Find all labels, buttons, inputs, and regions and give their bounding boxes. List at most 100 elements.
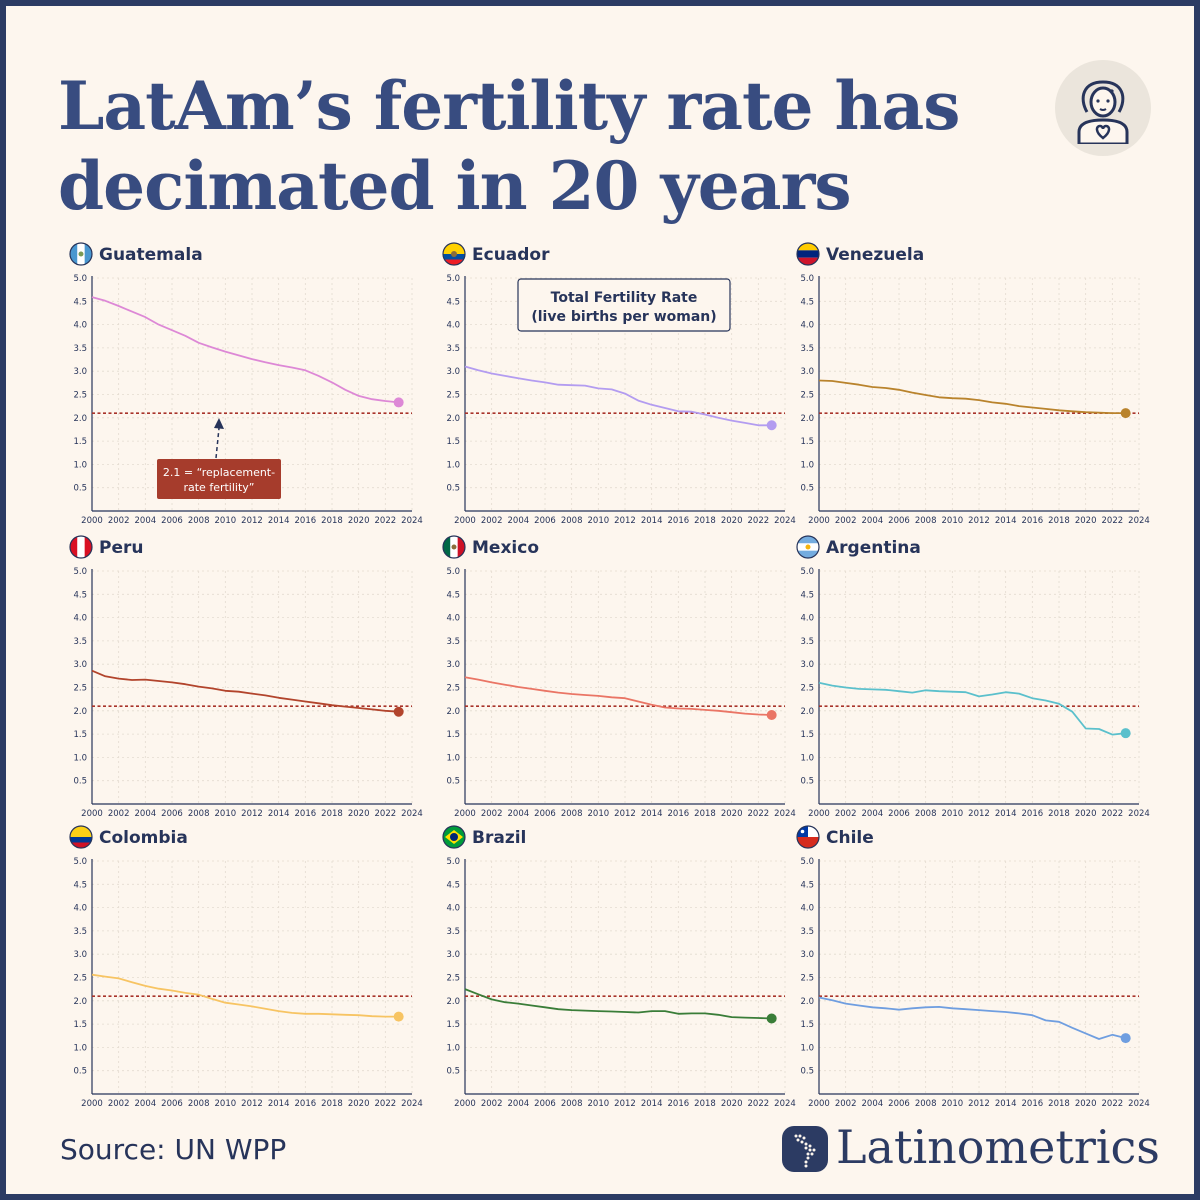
argentina-flag-icon xyxy=(797,536,819,558)
x-tick-label: 2010 xyxy=(588,1099,610,1109)
flag-emblem xyxy=(451,251,457,257)
x-tick-label: 2014 xyxy=(641,516,663,526)
x-tick-label: 2020 xyxy=(721,809,743,819)
x-tick-label: 2008 xyxy=(561,516,583,526)
x-tick-label: 2004 xyxy=(862,809,884,819)
y-tick-label: 2.5 xyxy=(800,684,814,694)
y-tick-label: 1.0 xyxy=(73,1043,87,1053)
series-end-point xyxy=(393,1011,404,1022)
x-tick-label: 2004 xyxy=(508,809,530,819)
flag-band xyxy=(70,536,78,558)
y-tick-label: 5.0 xyxy=(73,857,87,867)
x-tick-label: 2012 xyxy=(241,1099,263,1109)
x-tick-label: 2014 xyxy=(995,1099,1017,1109)
page-title: LatAm’s fertility rate has decimated in … xyxy=(58,67,960,225)
y-tick-label: 2.5 xyxy=(446,974,460,984)
y-tick-label: 5.0 xyxy=(800,857,814,867)
x-tick-label: 2010 xyxy=(588,516,610,526)
x-tick-label: 2002 xyxy=(481,516,503,526)
y-tick-label: 5.0 xyxy=(73,274,87,284)
chart-chile: 0.5 1.0 1.5 2.0 2.5 3.0 3.5 4.0 4.5 5.0 2000 2002 20… xyxy=(796,825,1150,1109)
y-tick-label: 3.5 xyxy=(73,637,87,647)
y-tick-label: 2.0 xyxy=(73,414,87,424)
series-end-point xyxy=(1120,728,1131,739)
y-tick-label: 1.0 xyxy=(800,1043,814,1053)
x-tick-label: 2018 xyxy=(694,1099,716,1109)
x-tick-label: 2008 xyxy=(561,1099,583,1109)
panel-title: Mexico xyxy=(472,538,539,558)
replacement-callout: 2.1 = “replacement-rate fertility” xyxy=(157,418,281,499)
y-tick-label: 1.0 xyxy=(73,460,87,470)
x-tick-label: 2020 xyxy=(721,1099,743,1109)
x-tick-label: 2016 xyxy=(668,516,690,526)
y-tick-label: 0.5 xyxy=(446,777,460,787)
flag-outline xyxy=(796,242,820,266)
legend-subtitle: (live births per woman) xyxy=(531,309,716,325)
y-tick-label: 3.0 xyxy=(446,367,460,377)
x-tick-label: 2022 xyxy=(1102,1099,1124,1109)
y-tick-label: 0.5 xyxy=(73,1067,87,1077)
x-tick-label: 2004 xyxy=(508,1099,530,1109)
x-tick-label: 2006 xyxy=(888,1099,910,1109)
flag-band xyxy=(70,243,78,265)
x-tick-label: 2000 xyxy=(81,516,103,526)
y-tick-label: 1.5 xyxy=(800,1020,814,1030)
y-tick-label: 5.0 xyxy=(446,857,460,867)
x-tick-label: 2000 xyxy=(81,1099,103,1109)
y-tick-label: 1.0 xyxy=(446,460,460,470)
panel-title: Chile xyxy=(826,828,874,848)
x-tick-label: 2016 xyxy=(668,809,690,819)
chart-venezuela: 0.5 1.0 1.5 2.0 2.5 3.0 3.5 4.0 4.5 5.0 2000 2002 20… xyxy=(796,242,1150,526)
flag-star xyxy=(800,829,805,834)
x-tick-label: 2012 xyxy=(241,809,263,819)
x-tick-label: 2022 xyxy=(375,516,397,526)
x-tick-label: 2006 xyxy=(161,1099,183,1109)
x-tick-label: 2010 xyxy=(942,809,964,819)
x-tick-label: 2024 xyxy=(401,516,423,526)
y-tick-label: 4.0 xyxy=(800,614,814,624)
y-tick-label: 0.5 xyxy=(446,484,460,494)
flag-band xyxy=(797,550,819,558)
y-tick-label: 2.0 xyxy=(73,997,87,1007)
y-tick-label: 2.5 xyxy=(73,684,87,694)
callout-arrow-shaft xyxy=(215,427,220,459)
flag-emblem xyxy=(78,251,84,257)
panel-title: Guatemala xyxy=(99,245,203,265)
x-tick-label: 2010 xyxy=(215,809,237,819)
x-tick-label: 2014 xyxy=(268,1099,290,1109)
x-tick-label: 2024 xyxy=(774,809,796,819)
x-tick-label: 2000 xyxy=(454,1099,476,1109)
x-tick-label: 2024 xyxy=(401,1099,423,1109)
y-tick-label: 3.5 xyxy=(800,637,814,647)
y-tick-label: 4.5 xyxy=(446,880,460,890)
series-line xyxy=(464,676,772,716)
y-tick-label: 5.0 xyxy=(800,567,814,577)
x-tick-label: 2012 xyxy=(968,516,990,526)
source-note: Source: UN WPP xyxy=(60,1133,287,1166)
flag-band xyxy=(797,243,819,251)
y-tick-label: 1.5 xyxy=(73,730,87,740)
series-end-point xyxy=(393,706,404,717)
flag-band xyxy=(443,536,451,558)
series-line xyxy=(91,669,399,713)
y-tick-label: 3.5 xyxy=(800,927,814,937)
panel-title: Brazil xyxy=(472,828,526,848)
x-tick-label: 2002 xyxy=(835,809,857,819)
x-tick-label: 2004 xyxy=(135,516,157,526)
series-line xyxy=(818,681,1126,736)
y-tick-label: 2.0 xyxy=(73,707,87,717)
y-tick-label: 3.0 xyxy=(800,950,814,960)
flag-band xyxy=(797,837,819,848)
x-tick-label: 2022 xyxy=(375,809,397,819)
x-tick-label: 2014 xyxy=(641,1099,663,1109)
chart-argentina: 0.5 1.0 1.5 2.0 2.5 3.0 3.5 4.0 4.5 5.0 2000 2002 20… xyxy=(796,535,1150,819)
x-tick-label: 2016 xyxy=(1022,516,1044,526)
legend-frame xyxy=(517,278,731,332)
x-tick-label: 2004 xyxy=(508,516,530,526)
x-tick-label: 2022 xyxy=(1102,516,1124,526)
y-tick-label: 3.5 xyxy=(446,637,460,647)
x-tick-label: 2014 xyxy=(641,809,663,819)
x-tick-label: 2020 xyxy=(1075,1099,1097,1109)
chart-peru: 0.5 1.0 1.5 2.0 2.5 3.0 3.5 4.0 4.5 5.0 2000 2002 20… xyxy=(69,535,423,819)
